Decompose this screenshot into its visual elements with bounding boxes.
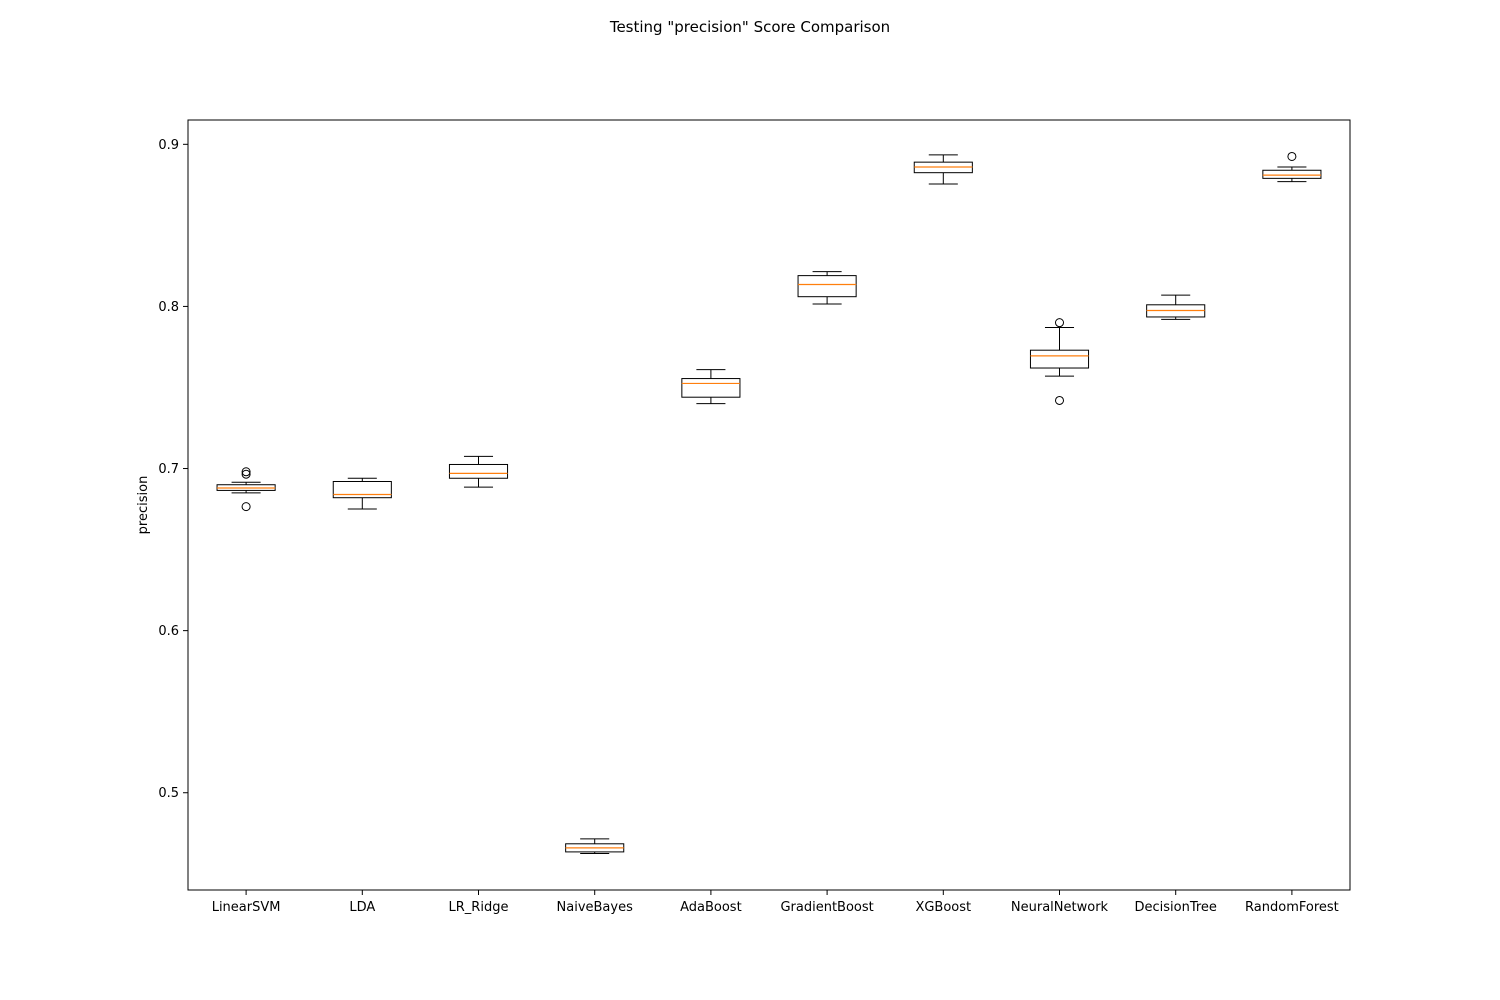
x-tick-label: GradientBoost: [780, 900, 873, 915]
x-tick-label: RandomForest: [1245, 900, 1339, 915]
chart-title: Testing "precision" Score Comparison: [609, 18, 890, 36]
box-iqr: [332, 480, 392, 499]
box-randomforest: [1262, 151, 1322, 183]
y-tick-label: 0.5: [158, 786, 179, 801]
y-axis-label: precision: [136, 476, 151, 535]
box-gradientboost: [797, 271, 857, 305]
plot-area: [188, 120, 1350, 890]
x-tick-label: XGBoost: [915, 900, 971, 915]
box-iqr: [1029, 349, 1090, 369]
y-tick-label: 0.9: [158, 138, 179, 153]
y-tick-label: 0.7: [158, 462, 179, 477]
box-iqr: [681, 378, 741, 398]
box-adaboost: [681, 369, 741, 405]
box-decisiontree: [1146, 294, 1206, 320]
outlier-point: [1287, 151, 1297, 161]
x-tick-label: NaiveBayes: [557, 900, 634, 915]
boxes-group: [216, 151, 1322, 855]
x-tick-label: LDA: [349, 900, 375, 915]
x-tick-label: LR_Ridge: [449, 900, 509, 915]
box-naivebayes: [565, 838, 625, 855]
box-linearsvm: [216, 467, 276, 512]
outlier-point: [241, 502, 251, 512]
box-lr-ridge: [448, 455, 509, 488]
x-tick-label: NeuralNetwork: [1011, 900, 1109, 915]
y-tick-label: 0.8: [158, 300, 179, 315]
plot-frame: [187, 119, 1351, 891]
box-neuralnetwork: [1029, 318, 1090, 405]
x-tick-label: AdaBoost: [680, 900, 742, 915]
outlier-point: [1055, 395, 1064, 405]
box-iqr: [1262, 169, 1322, 179]
outlier-point: [241, 469, 251, 479]
box-xgboost: [913, 154, 973, 185]
box-lda: [332, 477, 392, 510]
outlier-point: [241, 467, 251, 477]
outlier-point: [1055, 318, 1064, 328]
y-tick-label: 0.6: [158, 624, 179, 639]
x-tick-label: DecisionTree: [1134, 900, 1216, 915]
box-iqr: [448, 463, 509, 479]
x-tick-label: LinearSVM: [212, 900, 281, 915]
box-iqr: [797, 275, 857, 298]
x-axis: LinearSVM LDA LR_Ridge NaiveBayes AdaBoost Gr…: [212, 890, 1339, 915]
y-axis: 0.5 0.6 0.7 0.8 0.9: [158, 138, 188, 801]
